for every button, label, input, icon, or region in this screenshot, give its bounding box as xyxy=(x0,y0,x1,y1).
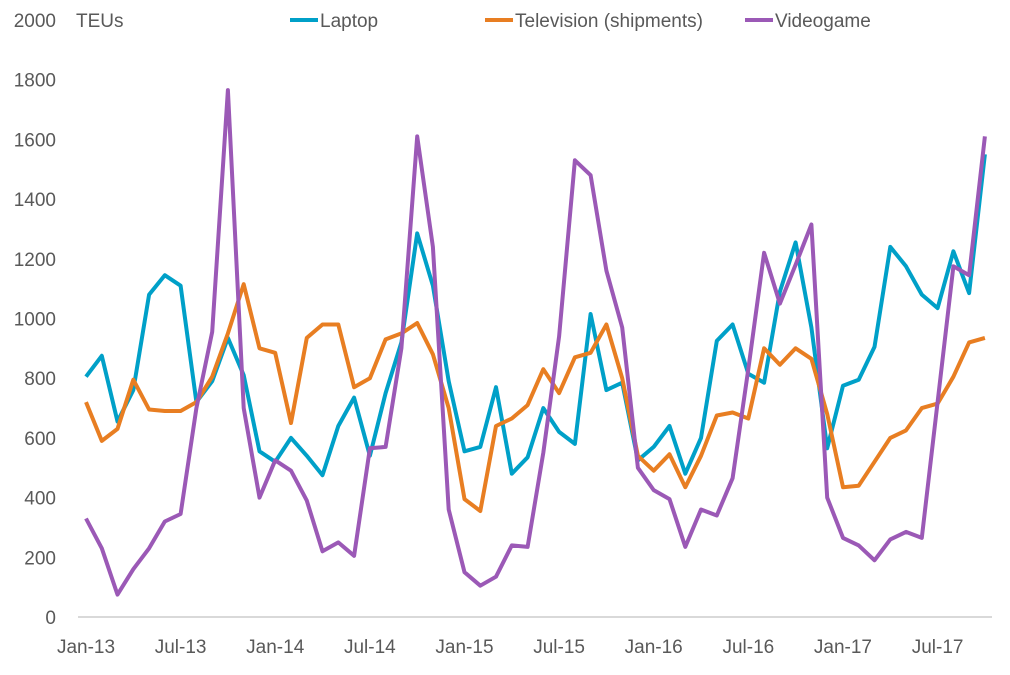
x-tick-label: Jan-14 xyxy=(246,637,305,658)
y-tick-label: 800 xyxy=(24,369,56,390)
y-tick-label: 1600 xyxy=(14,130,56,151)
x-tick-label: Jul-14 xyxy=(344,637,396,658)
series-line-laptop xyxy=(84,154,987,478)
x-tick-label: Jan-15 xyxy=(435,637,493,658)
x-tick-label: Jul-16 xyxy=(722,637,774,658)
y-tick-label: 200 xyxy=(24,548,56,569)
y-tick-label: 1200 xyxy=(14,250,56,271)
legend-label: Laptop xyxy=(320,11,378,32)
x-tick-label: Jul-15 xyxy=(533,637,585,658)
x-tick-label: Jan-17 xyxy=(814,637,872,658)
y-tick-label: 1400 xyxy=(14,190,56,211)
series-line-television-shipments- xyxy=(84,282,986,513)
x-tick-label: Jan-13 xyxy=(57,637,115,658)
y-axis-label: TEUs xyxy=(76,11,124,32)
y-tick-label: 1800 xyxy=(14,71,56,92)
x-tick-label: Jan-16 xyxy=(625,637,683,658)
y-tick-label: 600 xyxy=(24,429,56,450)
series-line-videogame xyxy=(84,88,987,597)
legend-label: Television (shipments) xyxy=(515,11,703,32)
y-tick-label: 2000 xyxy=(14,11,56,32)
x-tick-label: Jul-13 xyxy=(155,637,207,658)
y-tick-label: 0 xyxy=(45,608,56,629)
x-tick-label: Jul-17 xyxy=(912,637,964,658)
y-tick-label: 400 xyxy=(24,489,56,510)
y-tick-label: 1000 xyxy=(14,310,56,331)
legend-label: Videogame xyxy=(775,11,871,32)
